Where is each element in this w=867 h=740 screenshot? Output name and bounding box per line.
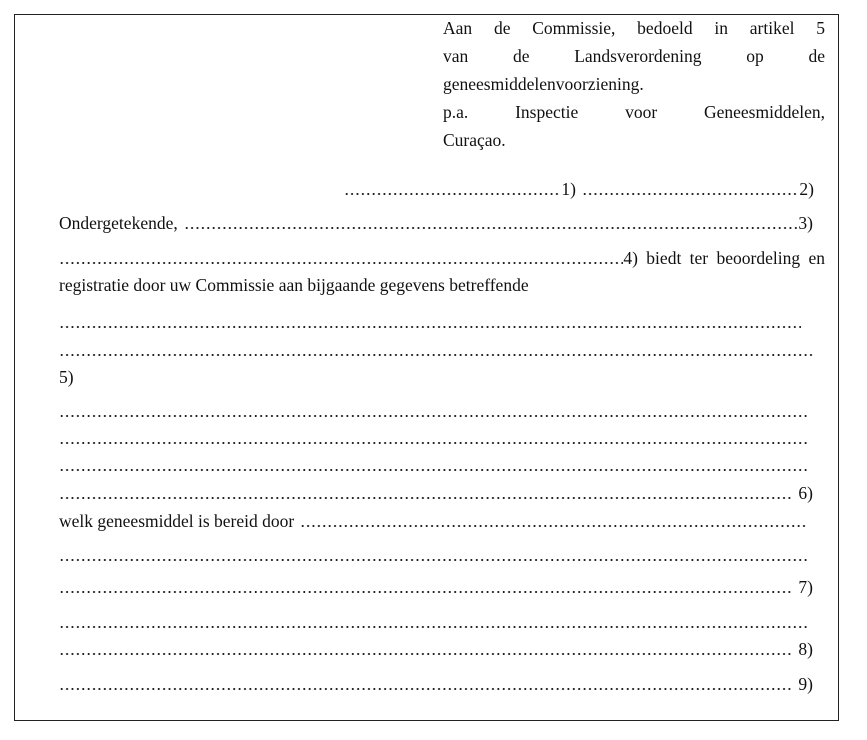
field-line-9: 9) bbox=[59, 669, 813, 695]
fill-field-8[interactable] bbox=[59, 621, 808, 629]
fill-field-4[interactable] bbox=[59, 257, 624, 265]
registration-line: registratie door uw Commissie aan bijgaa… bbox=[59, 270, 813, 296]
fill-field-9[interactable] bbox=[59, 683, 793, 691]
registration-text: registratie door uw Commissie aan bijgaa… bbox=[59, 275, 529, 295]
field-line-8a bbox=[59, 607, 808, 633]
fill-field-5[interactable] bbox=[59, 349, 813, 357]
field-line-7b: 7) bbox=[59, 572, 813, 598]
undersigned-label: Ondergetekende, bbox=[59, 213, 178, 233]
fill-field-prepared-by[interactable] bbox=[300, 520, 808, 528]
field-line-6a bbox=[59, 396, 808, 422]
field-line-8b: 8) bbox=[59, 634, 813, 660]
fill-field-6[interactable] bbox=[59, 492, 793, 500]
addressee-line: p.a. Inspectie voor Geneesmiddelen, bbox=[443, 102, 825, 122]
ref-1: 1) bbox=[561, 179, 576, 199]
fill-field-6[interactable] bbox=[59, 464, 808, 472]
ref-3: 3) bbox=[798, 213, 813, 233]
addressee-line: van de Landsverordening op de bbox=[443, 46, 825, 66]
addressee-line: Curaçao. bbox=[443, 130, 506, 150]
fill-field-7[interactable] bbox=[59, 554, 808, 562]
field-line-7a bbox=[59, 540, 808, 566]
addressee-line: Aan de Commissie, bedoeld in artikel 5 bbox=[443, 18, 825, 38]
field-line-5a bbox=[59, 307, 801, 333]
ref-2: 2) bbox=[799, 179, 814, 199]
fill-field-5[interactable] bbox=[59, 321, 801, 329]
fill-field-1[interactable] bbox=[344, 188, 562, 196]
ref-5: 5) bbox=[59, 367, 74, 387]
ref-7: 7) bbox=[798, 577, 813, 597]
addressee-line: geneesmiddelenvoorziening. bbox=[443, 74, 644, 94]
field-line-5-ref: 5) bbox=[59, 362, 813, 388]
fill-field-6[interactable] bbox=[59, 437, 808, 445]
fill-field-8[interactable] bbox=[59, 648, 793, 656]
fill-field-7[interactable] bbox=[59, 586, 793, 594]
field-line-6c bbox=[59, 450, 808, 476]
fill-field-3[interactable] bbox=[183, 222, 799, 230]
ref-4-text: 4) biedt ter beoordeling en bbox=[623, 248, 825, 268]
field-line-6b bbox=[59, 423, 808, 449]
field-line-5b bbox=[59, 335, 813, 361]
addressee-block: Aan de Commissie, bedoeld in artikel 5 v… bbox=[443, 14, 825, 154]
prepared-by-line: welk geneesmiddel is bereid door bbox=[59, 506, 808, 532]
field-line-6d: 6) bbox=[59, 478, 813, 504]
ref-8: 8) bbox=[798, 639, 813, 659]
field-line-4: 4) biedt ter beoordeling en bbox=[59, 243, 825, 269]
fill-field-2[interactable] bbox=[582, 188, 800, 196]
ref-9: 9) bbox=[798, 674, 813, 694]
ref-6: 6) bbox=[798, 483, 813, 503]
fill-field-6[interactable] bbox=[59, 410, 808, 418]
field-line-3: Ondergetekende, 3) bbox=[59, 208, 813, 234]
field-line-1-2: 1) 2) bbox=[344, 174, 814, 200]
form-border bbox=[14, 14, 839, 721]
prepared-by-label: welk geneesmiddel is bereid door bbox=[59, 511, 295, 531]
